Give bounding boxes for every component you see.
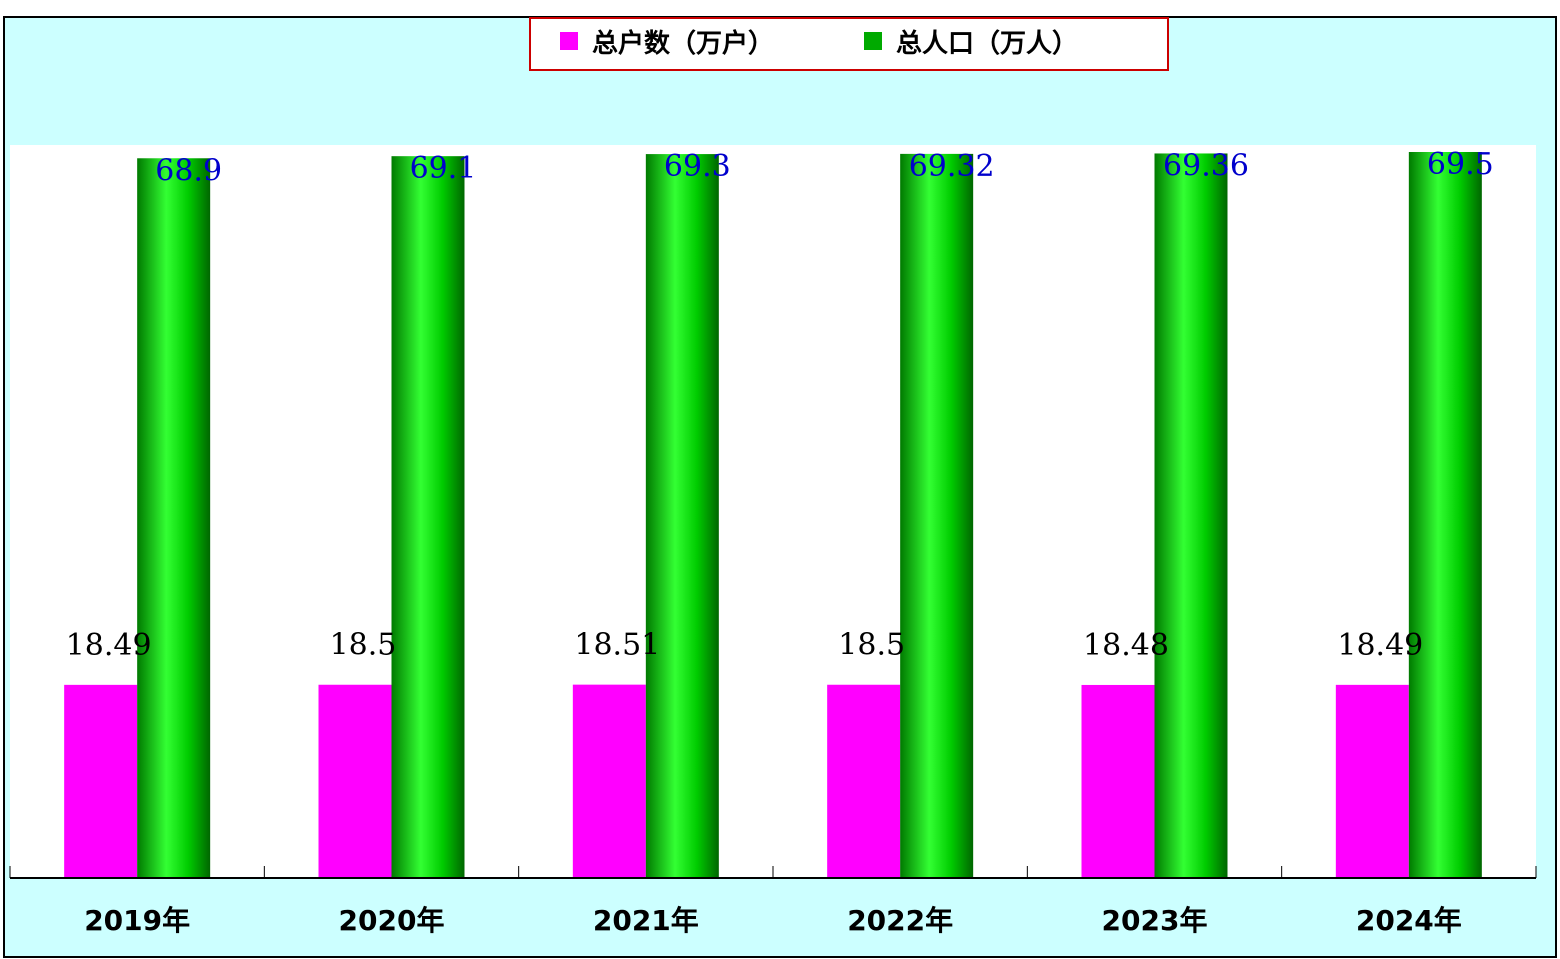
legend-label-households: 总户数（万户） xyxy=(592,28,774,59)
bar-households-5 xyxy=(1081,684,1155,878)
x-tick-label-3: 2021年 xyxy=(593,904,699,937)
bars xyxy=(64,152,1482,879)
value-label-population-5: 69.36 xyxy=(1163,148,1249,183)
value-label-households-5: 18.48 xyxy=(1083,628,1169,663)
x-tick-label-5: 2023年 xyxy=(1102,904,1208,937)
bar-households-1 xyxy=(64,684,138,878)
bar-households-2 xyxy=(318,684,392,878)
bar-population-3 xyxy=(645,154,719,878)
value-labels: 18.49 68.9 18.5 69.1 18.51 69.3 18.5 69.32 18.48… xyxy=(66,147,1494,663)
bar-population-6 xyxy=(1408,152,1482,878)
value-label-population-6: 69.5 xyxy=(1427,147,1494,182)
legend-label-population: 总人口（万人） xyxy=(896,29,1078,59)
value-label-households-3: 18.51 xyxy=(574,628,660,663)
bar-population-4 xyxy=(900,153,974,878)
x-tick-label-2: 2020年 xyxy=(339,904,445,937)
bar-population-5 xyxy=(1154,153,1228,878)
bar-population-2 xyxy=(391,156,465,879)
value-label-households-1: 18.49 xyxy=(66,628,152,663)
x-axis: 2019年 2020年 2021年 2022年 2023年 2024年 xyxy=(9,866,1537,937)
value-label-population-3: 69.3 xyxy=(664,149,731,184)
x-tick-label-4: 2022年 xyxy=(847,904,953,937)
legend-swatch-population xyxy=(864,32,882,50)
bar-households-4 xyxy=(827,684,901,878)
legend-box xyxy=(529,17,1169,71)
value-label-households-6: 18.49 xyxy=(1337,628,1423,663)
bar-population-1 xyxy=(137,158,211,878)
x-tick-label-6: 2024年 xyxy=(1356,904,1462,937)
legend: 总户数（万户） 总人口（万人） xyxy=(529,17,1169,71)
legend-swatch-households xyxy=(560,32,578,50)
bar-households-3 xyxy=(572,684,646,878)
value-label-population-1: 68.9 xyxy=(155,153,222,188)
value-label-households-2: 18.5 xyxy=(330,628,397,663)
value-label-households-4: 18.5 xyxy=(838,628,905,663)
x-tick-label-1: 2019年 xyxy=(84,904,190,937)
bar-households-6 xyxy=(1335,684,1409,878)
value-label-population-4: 69.32 xyxy=(909,149,995,184)
value-label-population-2: 69.1 xyxy=(410,151,477,186)
plot-area xyxy=(10,145,1536,878)
